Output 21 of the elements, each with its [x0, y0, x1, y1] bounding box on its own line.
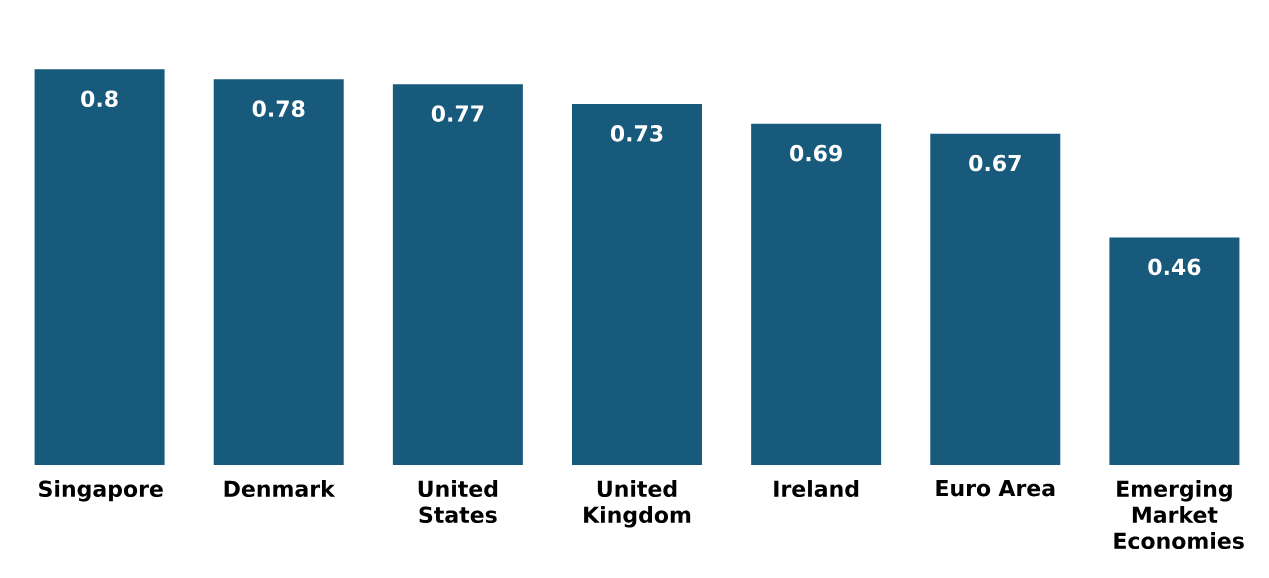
data-label: 0.78: [252, 100, 305, 117]
x-tick-label: Emerging Market Economies: [1114, 480, 1244, 550]
x-tick-label: Ireland: [774, 480, 859, 498]
data-label: 0.69: [790, 144, 842, 162]
data-label: 0.73: [610, 125, 663, 142]
x-tick-label: Denmark: [224, 480, 336, 498]
data-label: 0.67: [969, 154, 1021, 172]
x-tick-label: Singapore: [39, 480, 163, 502]
x-tick-label: United Kingdom: [584, 480, 691, 528]
bar: [34, 69, 165, 465]
x-tick-label: Euro Area: [936, 480, 1055, 497]
bar: [1109, 237, 1240, 465]
bar: [213, 79, 344, 465]
data-label: 0.77: [431, 105, 484, 122]
data-label: 0.46: [1148, 258, 1201, 276]
bar: [392, 84, 523, 465]
bar: [572, 103, 702, 465]
bar: [930, 133, 1061, 465]
bar: [751, 123, 882, 465]
data-label: 0.8: [81, 90, 118, 108]
x-tick-label: United States: [418, 480, 498, 524]
